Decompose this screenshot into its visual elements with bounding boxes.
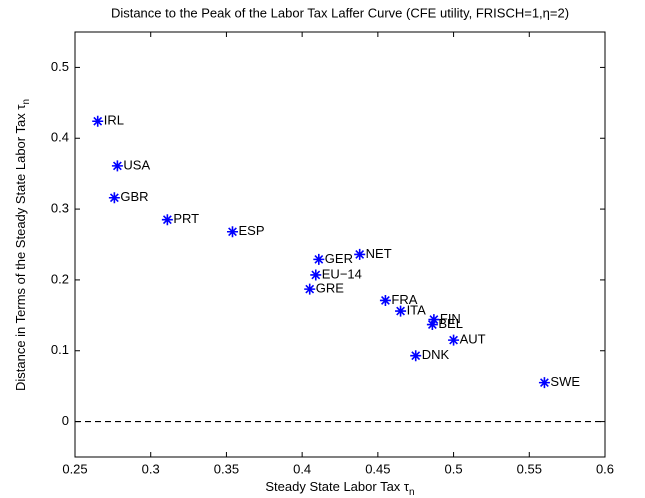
y-tick-label: 0.4 [51, 130, 69, 145]
point [304, 283, 316, 295]
y-tick-label: 0.1 [51, 342, 69, 357]
point-label: AUT [460, 332, 486, 347]
point-label: SWE [550, 374, 580, 389]
y-tick-label: 0.3 [51, 201, 69, 216]
y-tick-label: 0.2 [51, 271, 69, 286]
point-label: FRA [391, 292, 417, 307]
x-tick-label: 0.35 [214, 461, 239, 476]
chart-title: Distance to the Peak of the Labor Tax La… [111, 5, 569, 20]
y-axis-label-text: Distance in Terms of the Steady State La… [13, 104, 28, 391]
y-axis-label-subscript: n [21, 99, 32, 105]
point-label: DNK [422, 347, 450, 362]
x-tick-label: 0.5 [445, 461, 463, 476]
y-tick-label: 0.5 [51, 59, 69, 74]
point [310, 269, 322, 281]
point-label: ITA [407, 303, 427, 318]
point-label: FIN [440, 311, 461, 326]
point-label: IRL [104, 113, 124, 128]
x-tick-label: 0.55 [517, 461, 542, 476]
point [354, 248, 366, 260]
point [395, 305, 407, 317]
point-label: ESP [238, 223, 264, 238]
y-axis-label: Distance in Terms of the Steady State La… [13, 99, 31, 391]
x-axis-label: Steady State Labor Tax τn [265, 479, 414, 497]
x-tick-label: 0.4 [293, 461, 311, 476]
point-label: BEL [438, 316, 463, 331]
point [538, 377, 550, 389]
point [426, 319, 438, 331]
point [226, 226, 238, 238]
point-label: USA [123, 157, 150, 172]
point [92, 115, 104, 127]
x-axis-label-text: Steady State Labor Tax τ [265, 479, 410, 494]
point [448, 334, 460, 346]
point-label: EU−14 [322, 266, 362, 281]
point [410, 350, 422, 362]
point [161, 214, 173, 226]
point [111, 160, 123, 172]
point-label: GBR [120, 189, 148, 204]
plot-frame [74, 31, 606, 458]
point-label: NET [366, 246, 392, 261]
point [313, 253, 325, 265]
point-label: GER [325, 251, 353, 266]
x-tick-label: 0.3 [142, 461, 160, 476]
x-tick-label: 0.6 [596, 461, 614, 476]
y-tick-label: 0 [62, 413, 69, 428]
point [379, 294, 391, 306]
x-tick-label: 0.25 [62, 461, 87, 476]
x-tick-label: 0.45 [365, 461, 390, 476]
point-label: GRE [316, 281, 345, 296]
x-axis-label-subscript: n [409, 487, 415, 498]
point-label: PRT [173, 211, 199, 226]
point [108, 192, 120, 204]
point [428, 314, 440, 326]
